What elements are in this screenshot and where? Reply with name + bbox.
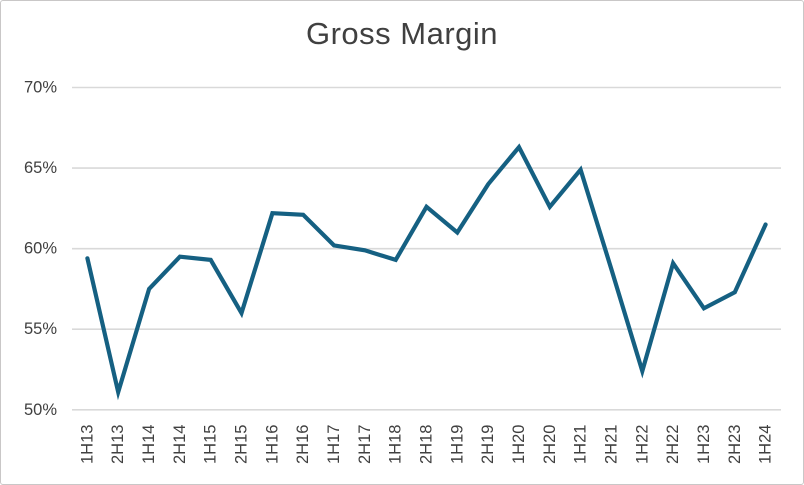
chart-title: Gross Margin — [305, 16, 499, 51]
x-axis-label: 2H21 — [602, 425, 620, 464]
x-axis-label: 2H23 — [726, 425, 744, 464]
x-axis-label: 1H18 — [387, 425, 405, 464]
gross-margin-series-line — [85, 143, 768, 401]
y-axis-label: 50% — [24, 401, 57, 419]
x-axis-label: 2H19 — [479, 425, 497, 464]
x-axis-label: 1H13 — [78, 425, 96, 464]
x-axis-label: 2H22 — [664, 425, 682, 464]
x-axis-label: 2H13 — [109, 425, 127, 464]
x-axis-label: 1H24 — [757, 425, 775, 464]
x-axis-label: 1H19 — [448, 425, 466, 464]
x-axis-label: 1H15 — [202, 425, 220, 464]
x-axis-label: 1H20 — [510, 425, 528, 464]
x-axis-label: 1H21 — [572, 425, 590, 464]
x-axis-label: 1H22 — [633, 425, 651, 464]
x-axis-label: 2H17 — [356, 425, 374, 464]
y-axis-label: 55% — [24, 320, 57, 338]
x-axis-label: 1H16 — [263, 425, 281, 464]
y-axis-label: 65% — [24, 159, 57, 177]
x-axis-label: 1H23 — [695, 425, 713, 464]
x-axis-label: 2H15 — [233, 425, 251, 464]
y-axis-label: 70% — [24, 79, 57, 97]
x-axis-label: 2H18 — [418, 425, 436, 464]
x-axis-label: 2H14 — [171, 425, 189, 464]
y-axis-label: 60% — [24, 240, 57, 258]
x-axis-label: 2H20 — [541, 425, 559, 464]
x-axis-label: 1H14 — [140, 425, 158, 464]
x-axis-label: 2H16 — [294, 425, 312, 464]
x-axis-label: 1H17 — [325, 425, 343, 464]
